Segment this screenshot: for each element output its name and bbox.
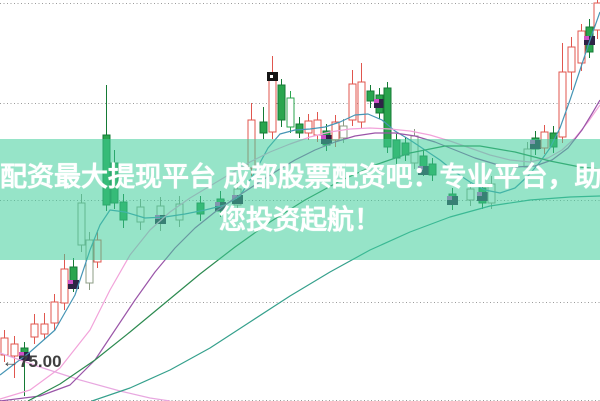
ma-pink-long [0,352,171,401]
banner-title-line2: 您投资起航！ [219,205,381,235]
signal-marker-dot [584,36,589,40]
price-annotation: ←75.00 [2,352,62,371]
candle-body [259,121,268,134]
candle-body [304,120,313,134]
candle-body [558,71,567,138]
candle-body [366,90,375,102]
signal-marker-dot [270,75,273,78]
candle-body [10,343,19,357]
candle-body [295,123,304,134]
promo-banner: 配资最大提现平台 成都股票配资吧：专业平台，助 您投资起航！ [0,139,600,260]
candle-body [50,301,59,324]
candle-body [277,84,286,121]
candle-body [593,2,600,31]
candle-body [268,75,277,133]
signal-marker-purple [68,280,79,289]
signal-marker-dot [374,99,379,103]
candle-body [60,268,69,304]
candle-body [30,323,39,338]
signal-marker-dot [321,135,326,139]
candle-body [348,83,357,121]
signal-marker-dot [19,352,24,356]
candle-body [577,30,586,64]
signal-marker-purple [374,99,385,108]
banner-title-line1: 配资最大提现平台 成都股票配资吧：专业平台，助 [0,162,600,192]
candle-body [40,323,49,335]
candle-body [357,81,366,123]
signal-marker-dot [68,280,73,284]
candle-body [339,125,348,139]
candle-body [286,97,295,128]
candle-body [567,46,576,73]
